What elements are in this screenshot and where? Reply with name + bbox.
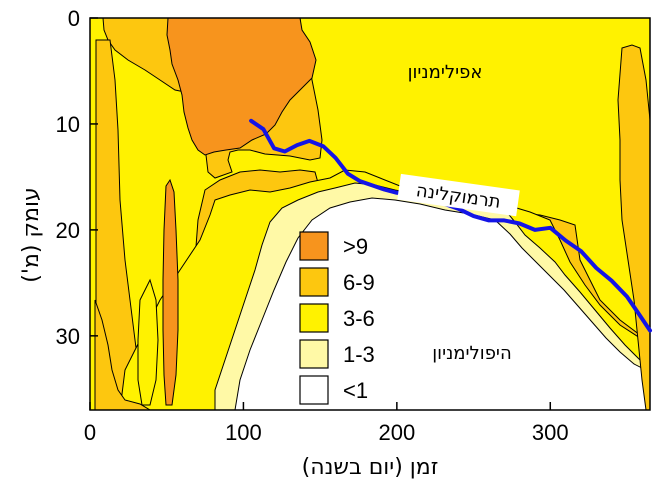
legend-label: 1-3 (343, 342, 375, 367)
legend-swatch (299, 267, 329, 297)
legend-swatch (299, 339, 329, 369)
legend-swatch (299, 231, 329, 261)
x-axis-title: זמן (יום בשנה) (302, 455, 439, 480)
contour-fill (90, 18, 650, 410)
x-tick-label: 100 (225, 420, 262, 445)
band-3-6-streak (137, 278, 159, 406)
x-tick-label: 0 (84, 420, 96, 445)
y-tick-label: 20 (56, 218, 80, 243)
legend-label: <1 (343, 378, 368, 403)
thermocline-label-bg (397, 173, 520, 217)
x-tick-label: 200 (378, 420, 415, 445)
y-axis-ticks: 0 10 20 30 (56, 6, 98, 349)
epilimnion-label: אפילימניון (408, 62, 483, 83)
legend-swatch (299, 375, 329, 405)
y-tick-label: 30 (56, 324, 80, 349)
legend-swatch (299, 303, 329, 333)
y-tick-label: 10 (56, 112, 80, 137)
band-6-9-edge (94, 299, 151, 410)
band-above-9-streak (162, 178, 179, 406)
hypolimnion-label: היפולימניון (432, 343, 511, 364)
y-axis-title: עומק (מ') (19, 187, 44, 282)
band-above-9 (166, 18, 317, 156)
legend-label: 3-6 (343, 306, 375, 331)
y-tick-label: 0 (68, 6, 80, 31)
legend-label: >9 (343, 234, 368, 259)
x-axis-ticks: 0 100 200 300 (84, 402, 569, 445)
legend-label: 6-9 (343, 270, 375, 295)
x-tick-label: 300 (532, 420, 569, 445)
legend: >9 6-9 3-6 1-3 <1 (299, 231, 375, 405)
plot-frame (89, 17, 651, 411)
